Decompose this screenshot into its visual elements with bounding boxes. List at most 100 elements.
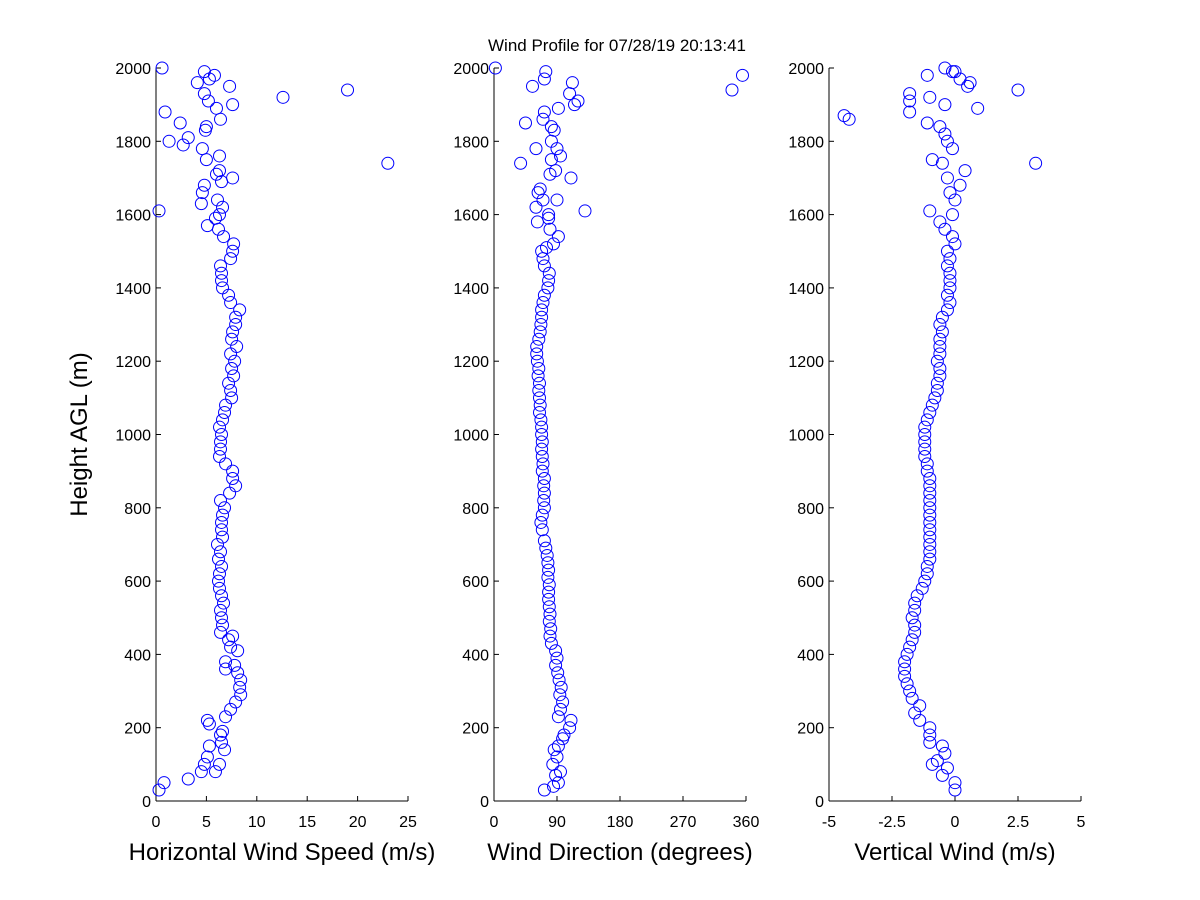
data-point (537, 783, 551, 797)
data-point (227, 369, 241, 383)
y-tick-label: 1400 (788, 281, 824, 298)
data-point (226, 464, 240, 478)
data-point (157, 776, 171, 790)
data-point (533, 391, 546, 405)
data-point (532, 384, 546, 398)
data-point (215, 175, 229, 189)
data-point (215, 266, 229, 280)
data-point (536, 296, 550, 310)
data-point (533, 398, 547, 412)
data-point (219, 710, 233, 724)
data-point (736, 68, 749, 82)
data-point (514, 156, 528, 170)
data-point (234, 688, 248, 702)
y-tick-label: 1600 (115, 208, 151, 225)
data-point (923, 479, 937, 493)
data-point (935, 156, 949, 170)
data-point (940, 134, 954, 148)
data-point (925, 153, 939, 167)
y-tick-label: 800 (124, 501, 151, 518)
data-point (224, 640, 238, 654)
data-point (214, 603, 228, 617)
data-point (938, 61, 952, 75)
data-point (543, 607, 557, 621)
data-point (152, 204, 166, 218)
data-point (215, 611, 229, 625)
data-point (542, 266, 556, 280)
data-point (930, 384, 944, 398)
data-point (542, 211, 556, 225)
data-point (923, 721, 937, 735)
data-point (215, 559, 229, 573)
data-point (530, 354, 544, 368)
x-tick-label: 2.5 (1007, 814, 1029, 831)
x-tick-label: 270 (670, 814, 697, 831)
data-point (540, 548, 554, 562)
data-point (197, 178, 211, 192)
data-point (933, 318, 947, 332)
data-point (913, 713, 927, 727)
data-point (217, 230, 231, 244)
data-point (210, 537, 224, 551)
data-point (915, 581, 929, 595)
data-point (541, 281, 555, 295)
y-tick-label: 1800 (453, 134, 489, 151)
data-point (542, 592, 556, 606)
data-point (918, 428, 932, 441)
x-tick-label: 25 (399, 814, 417, 831)
data-point (231, 644, 245, 658)
data-point (535, 442, 549, 456)
data-point (537, 259, 551, 273)
y-tick-label: 400 (797, 647, 824, 664)
data-point (908, 603, 922, 617)
data-point (202, 717, 216, 731)
data-point (903, 640, 917, 654)
data-point (162, 134, 176, 148)
x-tick-label: 15 (298, 814, 316, 831)
data-point (940, 171, 954, 185)
data-point (541, 570, 555, 584)
data-point (226, 171, 240, 185)
data-point (948, 237, 962, 251)
data-point (547, 743, 561, 757)
y-tick-label: 1400 (453, 281, 489, 298)
data-point (923, 552, 937, 566)
data-point (213, 581, 227, 595)
data-point (938, 127, 952, 141)
data-point (217, 596, 231, 610)
data-point (214, 625, 228, 639)
data-point (542, 600, 556, 614)
y-tick-label: 0 (815, 794, 824, 811)
data-point (200, 713, 214, 727)
y-tick-label: 1800 (788, 134, 824, 151)
data-point (537, 479, 551, 493)
data-point (534, 413, 548, 427)
data-point (900, 677, 914, 691)
y-tick-label: 1000 (115, 428, 151, 445)
data-point (940, 288, 954, 302)
data-point (158, 105, 172, 119)
data-point (547, 779, 560, 793)
data-point (933, 332, 947, 346)
data-point (549, 164, 563, 178)
data-point (918, 435, 932, 449)
data-point (226, 98, 240, 112)
data-point (224, 347, 238, 361)
data-point (933, 362, 947, 376)
data-point (530, 340, 544, 354)
data-point (216, 200, 230, 214)
data-point (920, 464, 934, 478)
data-point (155, 61, 169, 75)
data-point (908, 618, 922, 632)
data-point (215, 589, 229, 603)
data-point (222, 376, 236, 390)
data-point (200, 219, 214, 233)
data-point (551, 230, 565, 244)
data-point (225, 362, 239, 376)
data-point (933, 369, 947, 383)
data-point (549, 644, 563, 658)
data-point (544, 636, 558, 650)
data-point (935, 310, 949, 324)
data-point (229, 310, 243, 324)
